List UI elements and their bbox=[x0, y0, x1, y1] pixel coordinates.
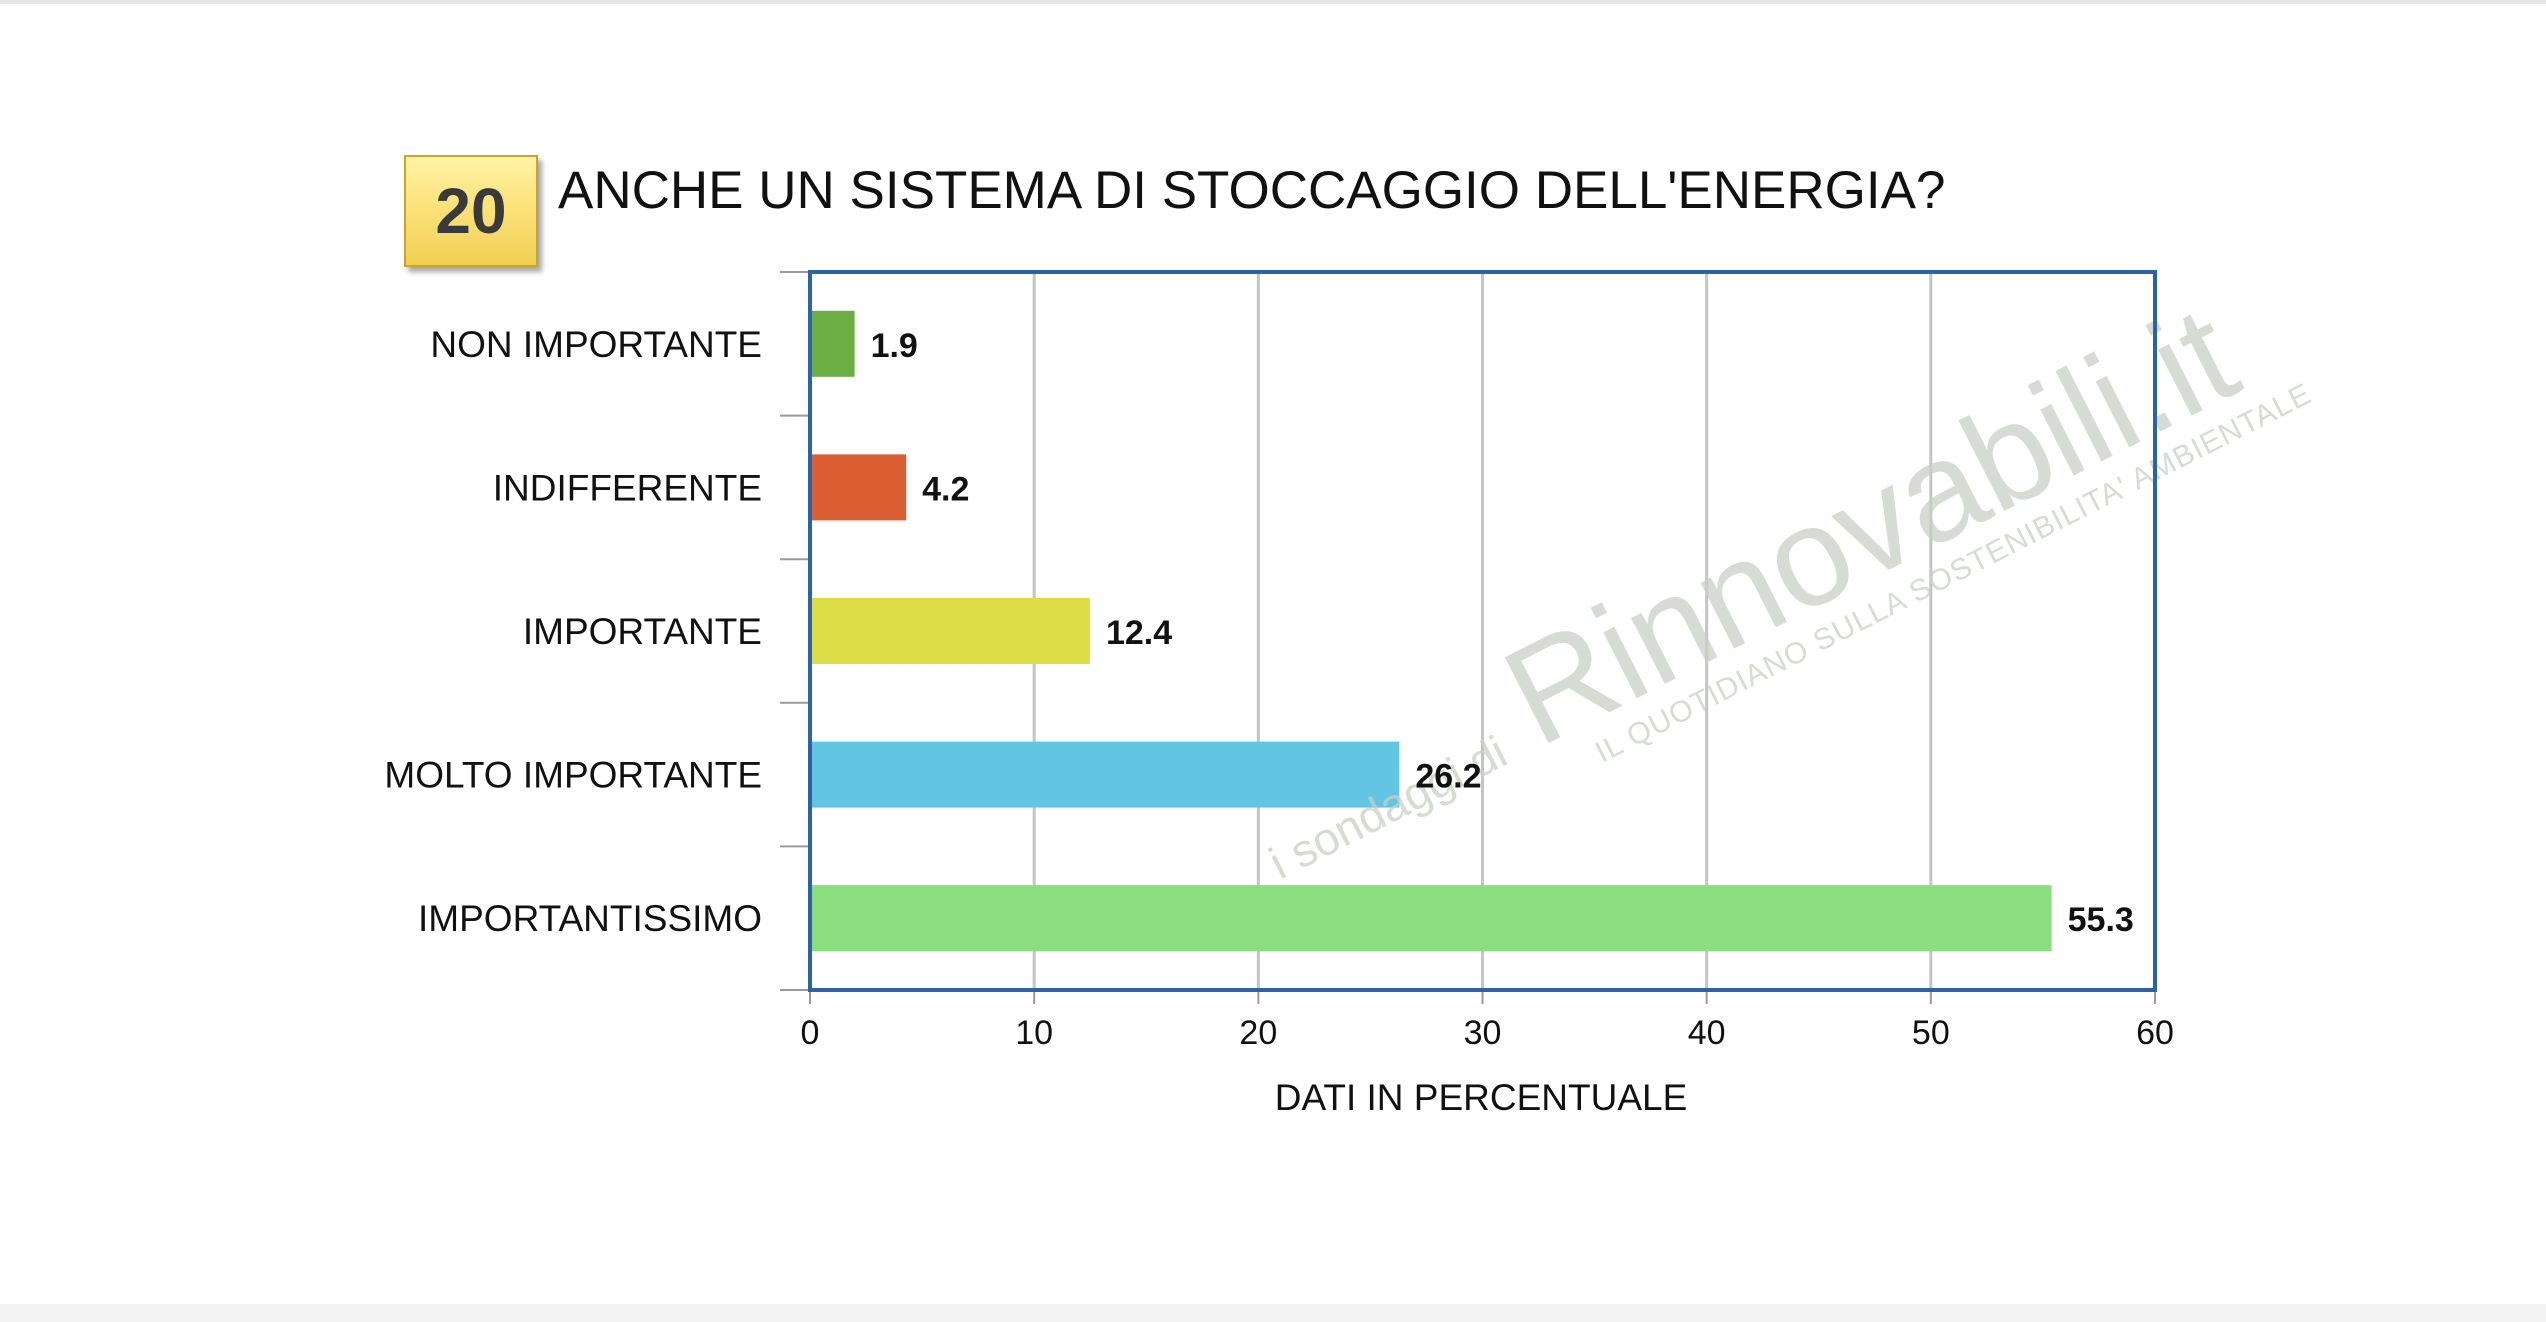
watermark: i sondaggi di Rinnovabili.it IL QUOTIDIA… bbox=[1261, 275, 2317, 889]
x-axis-label: DATI IN PERCENTUALE bbox=[1275, 1077, 1688, 1118]
x-tick-label: 50 bbox=[1912, 1014, 1950, 1052]
category-label: NON IMPORTANTE bbox=[430, 324, 762, 365]
category-label: MOLTO IMPORTANTE bbox=[384, 755, 762, 796]
category-axis-ticks bbox=[780, 271, 810, 991]
x-tick-label: 10 bbox=[1015, 1014, 1053, 1052]
question-number-badge: 20 bbox=[404, 155, 538, 267]
bar bbox=[812, 454, 907, 521]
value-label: 55.3 bbox=[2068, 901, 2134, 939]
value-label: 1.9 bbox=[871, 327, 918, 365]
bar bbox=[812, 598, 1090, 664]
plot-frame bbox=[808, 270, 2157, 992]
category-label: IMPORTANTISSIMO bbox=[418, 898, 762, 939]
value-label: 4.2 bbox=[922, 470, 969, 508]
value-label: 26.2 bbox=[1415, 758, 1481, 796]
category-label: IMPORTANTE bbox=[523, 611, 762, 652]
watermark-brand: Rinnovabili.it bbox=[1481, 275, 2259, 775]
x-axis-tick-labels: 0 10 20 30 40 50 60 bbox=[801, 1014, 2174, 1052]
bar bbox=[812, 741, 1400, 808]
x-tick-label: 20 bbox=[1239, 1014, 1277, 1052]
bar bbox=[812, 885, 2052, 952]
category-labels: NON IMPORTANTE INDIFFERENTE IMPORTANTE MOLT… bbox=[384, 324, 762, 939]
x-tick-label: 0 bbox=[801, 1014, 820, 1052]
bars bbox=[812, 310, 2052, 952]
x-tick-label: 60 bbox=[2136, 1014, 2174, 1052]
top-border bbox=[0, 0, 2546, 4]
x-tick-label: 30 bbox=[1464, 1014, 1502, 1052]
chart-title: ANCHE UN SISTEMA DI STOCCAGGIO DELL'ENER… bbox=[558, 161, 1946, 220]
bottom-border bbox=[0, 1304, 2546, 1322]
x-tick-label: 40 bbox=[1688, 1014, 1726, 1052]
category-label: INDIFFERENTE bbox=[493, 467, 762, 508]
value-labels: 1.9 4.2 12.4 26.2 55.3 bbox=[871, 327, 2134, 939]
value-label: 12.4 bbox=[1106, 614, 1172, 652]
bar bbox=[812, 310, 855, 377]
